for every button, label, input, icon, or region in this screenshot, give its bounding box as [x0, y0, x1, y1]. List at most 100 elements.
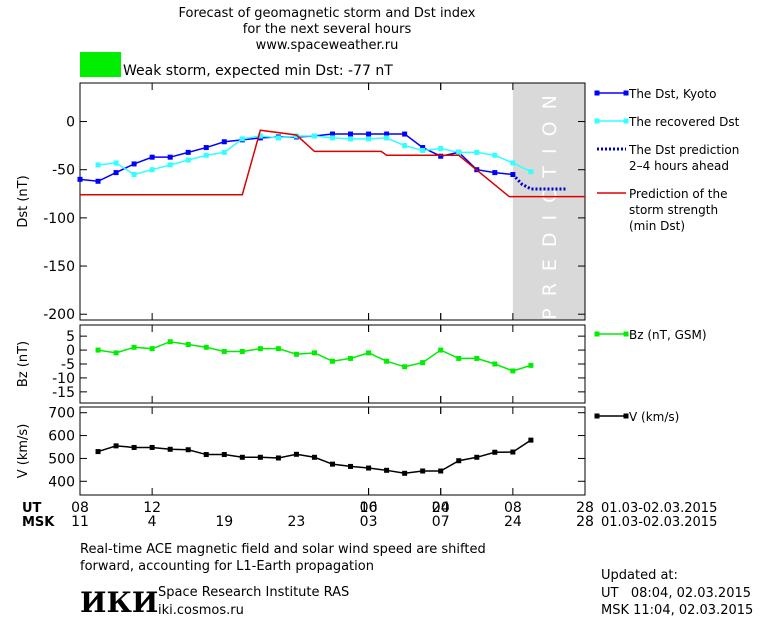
marker	[384, 131, 390, 137]
x-axis-label: MSK	[22, 515, 55, 530]
x-tick-label: 12	[143, 500, 161, 516]
marker	[275, 455, 281, 461]
y-axis-label: V (km/s)	[16, 424, 31, 479]
marker	[510, 449, 516, 455]
x-tick-label: 04	[432, 500, 450, 516]
x-tick-label: 28	[576, 500, 594, 516]
legend-text: The Dst, Kyoto	[628, 87, 716, 101]
series-line	[97, 135, 532, 176]
y-tick-label: -200	[43, 307, 75, 323]
marker	[221, 139, 227, 145]
note: forward, accounting for L1-Earth propaga…	[80, 559, 374, 574]
marker	[257, 454, 263, 460]
marker	[239, 136, 245, 142]
marker	[492, 361, 498, 367]
legend-text: storm strength	[629, 203, 718, 217]
marker	[113, 350, 119, 356]
marker	[275, 135, 281, 141]
marker	[149, 346, 155, 352]
marker	[149, 154, 155, 160]
marker	[474, 149, 480, 155]
marker	[95, 449, 101, 455]
x-tick-label: 28	[576, 514, 594, 530]
institute: Space Research Institute RAS	[158, 585, 349, 600]
marker	[185, 342, 191, 347]
prediction-region	[512, 83, 585, 320]
marker	[239, 454, 245, 460]
marker	[185, 157, 191, 163]
note: Real-time ACE magnetic field and solar w…	[80, 542, 486, 557]
marker	[275, 346, 281, 352]
marker	[510, 160, 516, 166]
legend-text: The Dst prediction	[628, 143, 739, 157]
series-line	[97, 340, 532, 372]
y-tick-label: -5	[61, 357, 75, 373]
marker	[257, 346, 263, 352]
marker	[330, 131, 335, 137]
x-tick-label: 24	[504, 514, 522, 530]
site: iki.cosmos.ru	[158, 603, 244, 618]
marker	[167, 154, 173, 160]
legend-text: The recovered Dst	[628, 115, 740, 129]
marker	[420, 468, 426, 474]
marker	[221, 149, 227, 155]
marker	[366, 131, 372, 137]
marker	[149, 167, 155, 173]
panel-frame	[79, 82, 586, 321]
marker	[492, 449, 498, 455]
marker	[95, 162, 101, 168]
title: Forecast of geomagnetic storm and Dst in…	[178, 6, 475, 21]
marker	[203, 452, 209, 458]
x-tick-label: 08	[504, 500, 522, 516]
x-tick-label: 19	[215, 514, 233, 530]
y-tick-label: 5	[66, 329, 75, 345]
y-axis-label: Bz (nT)	[16, 341, 31, 387]
marker	[348, 136, 354, 142]
y-tick-label: -150	[43, 259, 75, 275]
legend-text: Prediction of the	[629, 187, 728, 201]
marker	[420, 360, 426, 366]
marker	[402, 470, 408, 476]
marker	[456, 458, 462, 464]
marker	[366, 465, 372, 471]
legend-marker	[594, 118, 600, 124]
marker	[438, 146, 444, 152]
storm-label: Weak storm, expected min Dst: -77 nT	[123, 63, 393, 79]
prediction-label: PREDICTION	[539, 83, 561, 320]
legend-text: V (km/s)	[629, 410, 679, 424]
series-line	[79, 133, 513, 183]
updated: UT 08:04, 02.03.2015	[601, 586, 751, 601]
marker	[348, 131, 354, 137]
series-line	[511, 173, 567, 191]
marker	[420, 147, 426, 153]
x-tick-label: 07	[432, 514, 450, 530]
y-tick-label: -50	[52, 163, 75, 179]
marker	[185, 149, 191, 155]
legend-text: (min Dst)	[629, 219, 685, 233]
marker	[203, 344, 209, 350]
marker	[113, 160, 119, 166]
marker	[366, 136, 372, 142]
marker	[384, 467, 390, 473]
x-tick-label: 20	[432, 500, 450, 516]
marker	[366, 350, 372, 356]
marker	[95, 347, 101, 353]
marker	[293, 351, 299, 357]
y-tick-label: 500	[48, 451, 75, 467]
marker	[167, 339, 173, 345]
x-tick-label: 08	[71, 500, 89, 516]
storm-box	[80, 52, 121, 77]
marker	[131, 444, 137, 450]
marker	[131, 344, 137, 350]
marker	[131, 172, 137, 178]
marker	[456, 355, 462, 361]
marker	[528, 437, 534, 443]
marker	[402, 131, 408, 137]
marker	[257, 133, 263, 139]
legend-marker	[623, 90, 629, 96]
marker	[131, 161, 137, 167]
x-tick-label: 4	[148, 514, 157, 530]
x-axis-label: UT	[22, 501, 42, 516]
